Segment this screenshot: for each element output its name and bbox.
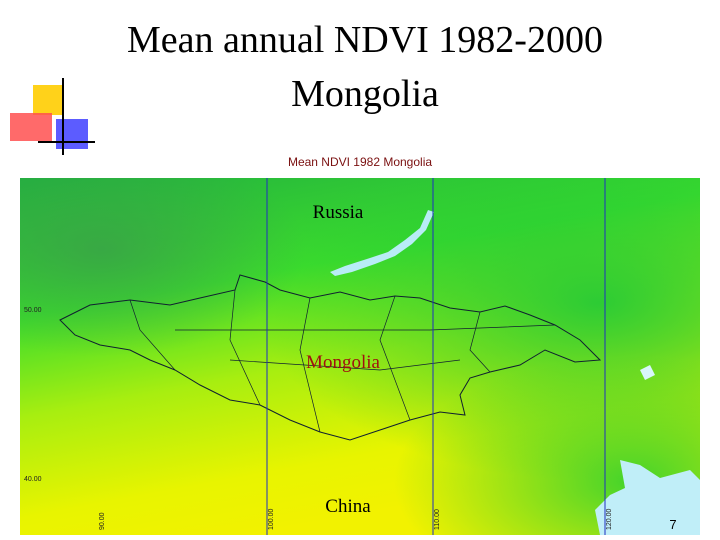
- latitude-label: 40.00: [24, 476, 42, 483]
- slide-logo: [10, 78, 95, 155]
- slide-title: Mean annual NDVI 1982-2000: [127, 19, 603, 61]
- map-title: Mean NDVI 1982 Mongolia: [288, 155, 432, 169]
- slide-title: Mongolia: [291, 73, 439, 115]
- place-label: Russia: [313, 202, 364, 223]
- page-number: 7: [669, 517, 676, 532]
- longitude-label: 110.00: [434, 509, 441, 530]
- longitude-label: 120.00: [606, 508, 613, 530]
- longitude-label: 90.00: [99, 512, 106, 530]
- place-label: Mongolia: [306, 352, 380, 373]
- place-label: China: [325, 496, 371, 517]
- latitude-label: 50.00: [24, 307, 42, 314]
- longitude-label: 100.00: [268, 508, 275, 530]
- map: [20, 178, 700, 535]
